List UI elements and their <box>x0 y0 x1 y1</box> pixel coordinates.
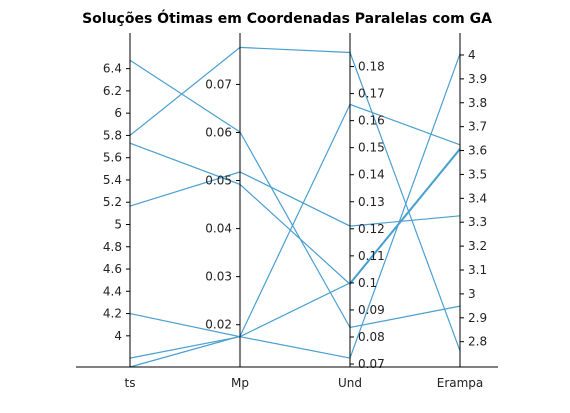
tick-label: 0.04 <box>205 222 232 236</box>
tick-label: 3.1 <box>468 263 487 277</box>
axis-label: Und <box>338 376 362 390</box>
axis-mp: 0.02 0.03 0.04 0.05 0.06 0.07 Mp <box>205 33 249 390</box>
axis-erampa: 2.8 2.9 3 3.1 3.2 3.3 3.4 3.5 3.6 3.7 3.8 3.9 4 Eramp… <box>437 33 487 390</box>
tick-label: 5.4 <box>103 173 122 187</box>
tick-label: 5.8 <box>103 128 122 142</box>
tick-label: 0.14 <box>358 168 385 182</box>
tick-label: 3.9 <box>468 72 487 86</box>
tick-label: 0.08 <box>358 330 385 344</box>
axis-label: ts <box>125 376 136 390</box>
axis-und: 0.07 0.08 0.09 0.1 0.11 0.12 0.13 0.14 0.15 0.16 0… <box>338 33 385 390</box>
tick-label: 4 <box>114 329 122 343</box>
tick-label: 0.17 <box>358 87 385 101</box>
solution-line <box>130 60 460 327</box>
tick-label: 2.8 <box>468 335 487 349</box>
solution-line <box>130 54 460 358</box>
solution-line <box>130 148 460 337</box>
tick-label: 3.4 <box>468 191 487 205</box>
tick-label: 0.09 <box>358 303 385 317</box>
axes: 44.24.44.64.855.25.45.65.866.26.4ts0.020… <box>103 33 487 390</box>
tick-label: 0.02 <box>205 318 232 332</box>
tick-label: 5.6 <box>103 151 122 165</box>
tick-label: 0.1 <box>358 276 377 290</box>
tick-label: 3.8 <box>468 96 487 110</box>
tick-label: 0.12 <box>358 222 385 236</box>
tick-label: 4.8 <box>103 240 122 254</box>
tick-label: 4.2 <box>103 307 122 321</box>
tick-label: 3.2 <box>468 239 487 253</box>
tick-label: 0.16 <box>358 114 385 128</box>
solution-line <box>130 143 460 284</box>
tick-label: 6.2 <box>103 84 122 98</box>
tick-label: 0.07 <box>205 77 232 91</box>
tick-label: 0.15 <box>358 141 385 155</box>
tick-label: 0.06 <box>205 125 232 139</box>
tick-label: 2.9 <box>468 311 487 325</box>
axis-label: Mp <box>231 376 249 390</box>
tick-label: 0.18 <box>358 60 385 74</box>
solution-line <box>130 104 460 367</box>
series-lines <box>130 47 460 367</box>
tick-label: 5 <box>114 217 122 231</box>
tick-label: 3.3 <box>468 215 487 229</box>
tick-label: 4.4 <box>103 284 122 298</box>
tick-label: 4 <box>468 48 476 62</box>
tick-label: 5.2 <box>103 195 122 209</box>
tick-label: 0.05 <box>205 174 232 188</box>
tick-label: 3.7 <box>468 120 487 134</box>
tick-label: 6 <box>114 106 122 120</box>
tick-label: 0.11 <box>358 249 385 263</box>
tick-label: 6.4 <box>103 62 122 76</box>
tick-label: 4.6 <box>103 262 122 276</box>
axis-ts: 4 4.2 4.4 4.6 4.8 5 5.2 5.4 5.6 5.8 6 6.2 6.4 ts <box>103 33 136 390</box>
tick-label: 0.03 <box>205 270 232 284</box>
axis-label: Erampa <box>437 376 484 390</box>
tick-label: 0.13 <box>358 195 385 209</box>
tick-label: 3.6 <box>468 144 487 158</box>
chart-title: Soluções Ótimas em Coordenadas Paralelas… <box>82 9 492 27</box>
tick-label: 0.07 <box>358 357 385 371</box>
tick-label: 3 <box>468 287 476 301</box>
tick-label: 3.5 <box>468 167 487 181</box>
